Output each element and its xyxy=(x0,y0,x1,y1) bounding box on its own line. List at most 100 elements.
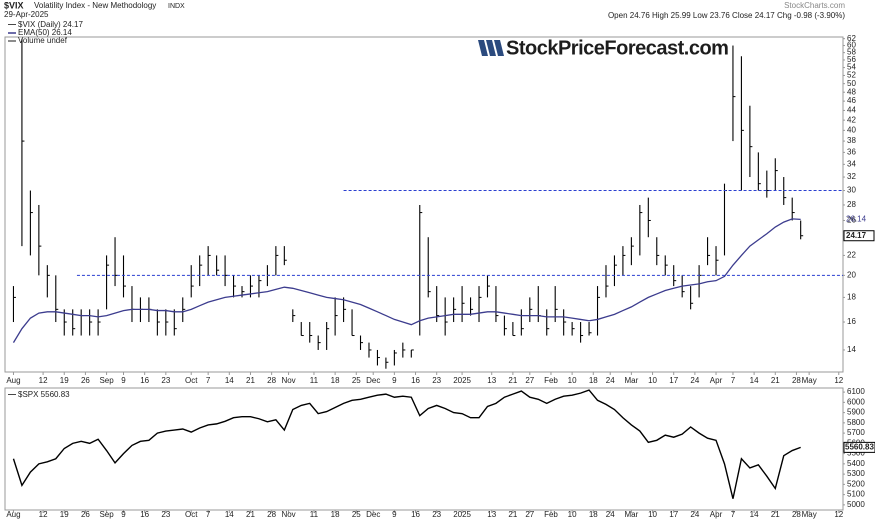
x-tick-label: 16 xyxy=(140,376,149,385)
x-tick-label: 7 xyxy=(206,376,211,385)
y-tick-label: 18 xyxy=(847,292,856,301)
x-tick-label: 14 xyxy=(750,376,759,385)
y-tick-label: 5500 xyxy=(847,449,865,458)
y-tick-label: 46 xyxy=(847,96,856,105)
x-tick-label: 19 xyxy=(60,376,69,385)
x-tick-label: 9 xyxy=(392,510,397,519)
x-tick-label: 12 xyxy=(834,376,843,385)
x-tick-label: Sep xyxy=(99,510,114,519)
x-tick-label: 14 xyxy=(225,510,234,519)
legend-entry: EMA(50) 26.14 xyxy=(18,28,72,37)
x-tick-label: 26 xyxy=(81,510,90,519)
x-tick-label: Aug xyxy=(6,376,20,385)
x-tick-label: 24 xyxy=(690,510,699,519)
x-tick-label: 16 xyxy=(140,510,149,519)
x-tick-label: Mar xyxy=(624,376,638,385)
spx-panel xyxy=(4,387,844,511)
y-tick-label: 48 xyxy=(847,87,856,96)
subtitle: Volatility Index - New Methodology xyxy=(34,1,156,10)
date: 29-Apr-2025 xyxy=(4,10,49,19)
y-tick-label: 50 xyxy=(847,79,856,88)
x-tick-label: 7 xyxy=(731,510,736,519)
legend-entry: Volume undef xyxy=(18,36,68,45)
x-tick-label: 11 xyxy=(310,376,319,385)
x-tick-label: May xyxy=(802,376,817,385)
x-tick-label: 24 xyxy=(606,510,615,519)
close-last-label: 24.17 xyxy=(846,231,867,240)
x-tick-label: 12 xyxy=(39,376,48,385)
y-tick-label: 28 xyxy=(847,200,856,209)
x-tick-label: 18 xyxy=(589,376,598,385)
x-tick-label: 12 xyxy=(834,510,843,519)
x-tick-label: Feb xyxy=(544,510,558,519)
x-tick-label: 26 xyxy=(81,376,90,385)
x-tick-label: 27 xyxy=(525,510,534,519)
y-tick-label: 5300 xyxy=(847,469,865,478)
y-tick-label: 26 xyxy=(847,216,856,225)
x-tick-label: Apr xyxy=(710,376,723,385)
y-tick-label: 5200 xyxy=(847,479,865,488)
y-tick-label: 22 xyxy=(847,251,856,260)
x-tick-label: 18 xyxy=(331,510,340,519)
y-tick-label: 60 xyxy=(847,41,856,50)
legend-entry: $SPX 5560.83 xyxy=(18,390,70,399)
x-tick-label: 21 xyxy=(771,376,780,385)
y-tick-label: 32 xyxy=(847,172,856,181)
x-tick-label: 28 xyxy=(792,510,801,519)
x-tick-label: 24 xyxy=(690,376,699,385)
y-tick-label: 42 xyxy=(847,115,856,124)
x-tick-label: Oct xyxy=(185,376,198,385)
y-tick-label: 30 xyxy=(847,186,856,195)
x-tick-label: May xyxy=(802,510,817,519)
x-tick-label: Dec xyxy=(366,376,380,385)
x-tick-label: 10 xyxy=(648,510,657,519)
x-tick-label: 28 xyxy=(267,510,276,519)
x-tick-label: 18 xyxy=(589,510,598,519)
y-tick-label: 6100 xyxy=(847,387,865,396)
y-tick-label: 54 xyxy=(847,63,856,72)
y-tick-label: 5000 xyxy=(847,500,865,509)
x-tick-label: 21 xyxy=(508,376,517,385)
y-tick-label: 44 xyxy=(847,106,856,115)
y-tick-label: 56 xyxy=(847,55,856,64)
x-tick-label: 12 xyxy=(39,510,48,519)
x-tick-label: 14 xyxy=(750,510,759,519)
y-tick-label: 36 xyxy=(847,148,856,157)
watermark: StockPriceForecast.com xyxy=(506,37,728,59)
last-label-box xyxy=(843,441,875,453)
x-tick-label: 23 xyxy=(161,376,170,385)
x-tick-label: 19 xyxy=(60,510,69,519)
y-tick-label: 58 xyxy=(847,48,856,57)
legend-entry: $VIX (Daily) 24.17 xyxy=(18,20,83,29)
x-tick-label: 17 xyxy=(669,510,678,519)
x-tick-label: 11 xyxy=(310,510,319,519)
x-tick-label: 13 xyxy=(487,376,496,385)
x-tick-label: 23 xyxy=(161,510,170,519)
x-tick-label: 21 xyxy=(246,376,255,385)
price-panel xyxy=(4,36,844,373)
y-tick-label: 5700 xyxy=(847,428,865,437)
x-tick-label: 7 xyxy=(731,376,736,385)
x-tick-label: Oct xyxy=(185,510,198,519)
x-tick-label: Feb xyxy=(544,376,558,385)
x-tick-label: 23 xyxy=(432,510,441,519)
x-tick-label: Nov xyxy=(281,510,295,519)
legend-marker: — xyxy=(8,20,16,29)
x-tick-label: Aug xyxy=(6,510,20,519)
y-tick-label: 5100 xyxy=(847,490,865,499)
x-tick-label: 28 xyxy=(792,376,801,385)
x-tick-label: 27 xyxy=(525,376,534,385)
logo xyxy=(478,40,504,56)
x-tick-label: 28 xyxy=(267,376,276,385)
x-tick-label: 10 xyxy=(648,376,657,385)
x-tick-label: 2025 xyxy=(453,510,471,519)
last-value-label: 5560.83 xyxy=(845,442,874,451)
y-tick-label: 52 xyxy=(847,71,856,80)
x-tick-label: 9 xyxy=(392,376,397,385)
x-tick-label: 18 xyxy=(331,376,340,385)
x-tick-label: Dec xyxy=(366,510,380,519)
x-tick-label: Nov xyxy=(281,376,295,385)
ema-line xyxy=(12,218,801,343)
x-tick-label: 9 xyxy=(121,510,126,519)
y-tick-label: 16 xyxy=(847,317,856,326)
